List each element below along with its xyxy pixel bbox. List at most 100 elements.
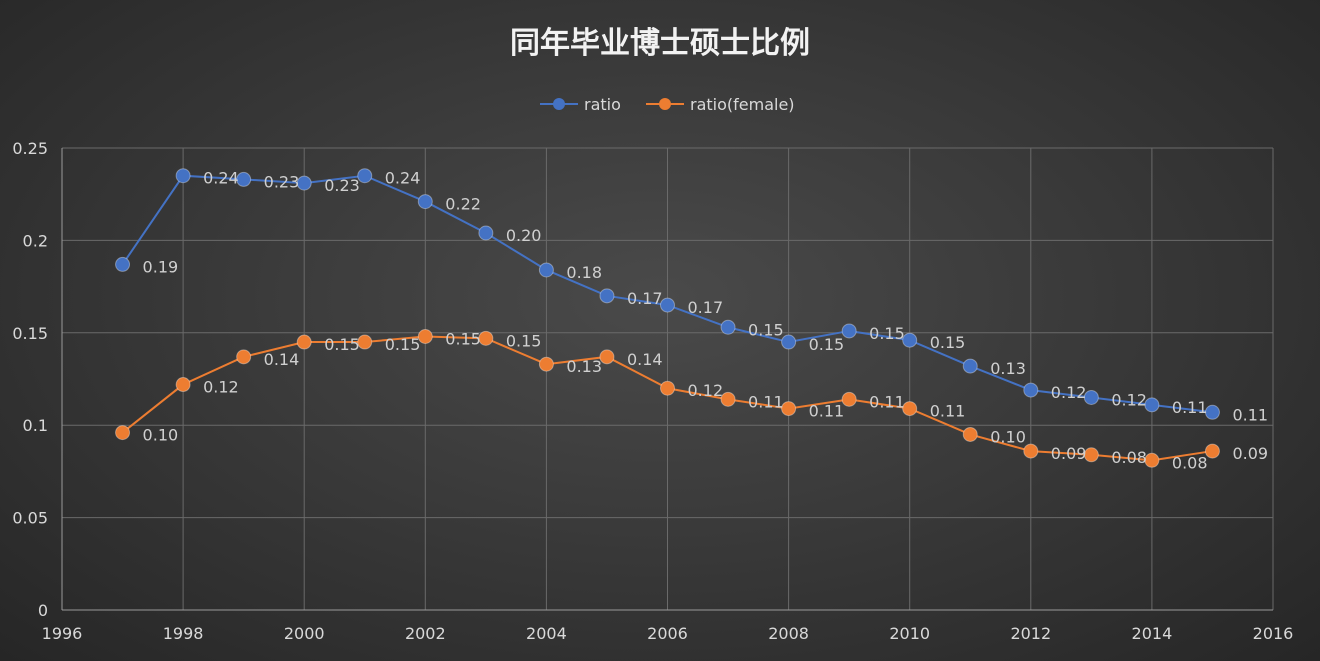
data-point xyxy=(902,401,918,417)
y-tick-label: 0.1 xyxy=(23,416,48,435)
data-point xyxy=(538,262,554,278)
data-label: 0.11 xyxy=(809,402,845,421)
data-label: 0.12 xyxy=(688,381,724,400)
data-label: 0.13 xyxy=(990,359,1026,378)
legend-label: ratio(female) xyxy=(690,95,795,114)
data-point xyxy=(962,358,978,374)
data-label: 0.14 xyxy=(627,350,663,369)
data-label: 0.22 xyxy=(445,195,481,214)
x-tick-label: 1996 xyxy=(42,624,83,643)
data-point xyxy=(236,171,252,187)
data-point xyxy=(357,168,373,184)
data-point xyxy=(599,288,615,304)
data-label: 0.11 xyxy=(748,392,784,411)
data-label: 0.15 xyxy=(324,335,360,354)
data-label: 0.08 xyxy=(1172,453,1208,472)
data-label: 0.20 xyxy=(506,226,542,245)
data-label: 0.11 xyxy=(869,392,905,411)
y-tick-label: 0.25 xyxy=(12,139,48,158)
data-point xyxy=(1023,382,1039,398)
data-point xyxy=(1083,389,1099,405)
data-point xyxy=(660,297,675,313)
data-point xyxy=(841,391,857,407)
data-point xyxy=(720,319,736,335)
data-point xyxy=(357,334,373,350)
data-point xyxy=(478,330,494,346)
data-point xyxy=(296,175,312,191)
data-point xyxy=(115,425,131,441)
data-label: 0.10 xyxy=(990,427,1026,446)
data-point xyxy=(781,401,797,417)
legend: ratio ratio(female) xyxy=(540,95,795,114)
data-point xyxy=(660,380,675,396)
data-label: 0.17 xyxy=(688,298,724,317)
data-point xyxy=(417,328,433,344)
data-label: 0.24 xyxy=(385,169,421,188)
data-labels: 0.19 0.24 0.23 0.23 0.24 0.22 0.20 0.18 0.17 0.17… xyxy=(143,169,1269,473)
legend-item: ratio(female) xyxy=(646,95,795,114)
data-point xyxy=(1204,443,1220,459)
data-point xyxy=(478,225,494,241)
data-label: 0.11 xyxy=(1172,398,1208,417)
data-point xyxy=(115,256,131,272)
data-point xyxy=(1023,443,1039,459)
data-label: 0.14 xyxy=(264,350,300,369)
series-layer xyxy=(115,168,1220,468)
data-label: 0.15 xyxy=(385,335,421,354)
data-label: 0.10 xyxy=(143,426,179,445)
data-point xyxy=(538,356,554,372)
data-point xyxy=(175,377,191,393)
data-point xyxy=(417,194,433,210)
data-label: 0.19 xyxy=(143,257,179,276)
x-tick-label: 2002 xyxy=(405,624,446,643)
data-label: 0.12 xyxy=(1111,390,1147,409)
data-label: 0.11 xyxy=(930,402,966,421)
data-label: 0.08 xyxy=(1111,448,1147,467)
data-label: 0.17 xyxy=(627,289,663,308)
data-point xyxy=(175,168,191,184)
data-point xyxy=(1144,452,1160,468)
data-label: 0.23 xyxy=(264,172,300,191)
chart-title: 同年毕业博士硕士比例 xyxy=(510,26,810,61)
data-label: 0.15 xyxy=(445,329,481,348)
data-label: 0.15 xyxy=(930,333,966,352)
legend-item: ratio xyxy=(540,95,621,114)
x-tick-label: 2006 xyxy=(647,624,688,643)
x-tick-label: 2014 xyxy=(1132,624,1173,643)
x-tick-label: 2000 xyxy=(284,624,325,643)
gridlines xyxy=(62,147,1274,610)
data-label: 0.09 xyxy=(1232,444,1268,463)
data-label: 0.09 xyxy=(1051,444,1087,463)
legend-marker xyxy=(553,98,565,110)
x-tick-label: 2004 xyxy=(526,624,567,643)
data-point xyxy=(1204,404,1220,420)
data-point xyxy=(599,349,615,365)
data-label: 0.24 xyxy=(203,169,239,188)
data-label: 0.11 xyxy=(1232,405,1268,424)
x-tick-label: 2008 xyxy=(768,624,809,643)
axes: 0 0.05 0.1 0.15 0.2 0.25 1996 1998 2000 2002 2004 2… xyxy=(12,139,1293,643)
y-tick-label: 0.05 xyxy=(12,509,48,528)
data-point xyxy=(236,349,252,365)
data-point xyxy=(720,391,736,407)
data-point xyxy=(1144,397,1160,413)
data-label: 0.13 xyxy=(566,357,602,376)
data-label: 0.12 xyxy=(1051,383,1087,402)
data-point xyxy=(841,323,857,339)
data-label: 0.15 xyxy=(748,320,784,339)
data-label: 0.23 xyxy=(324,176,360,195)
data-label: 0.15 xyxy=(809,335,845,354)
data-point xyxy=(1083,447,1099,463)
y-tick-label: 0 xyxy=(38,601,48,620)
x-tick-label: 2010 xyxy=(889,624,930,643)
x-tick-label: 1998 xyxy=(163,624,204,643)
data-label: 0.18 xyxy=(566,263,602,282)
data-point xyxy=(962,426,978,442)
legend-label: ratio xyxy=(584,95,621,114)
data-label: 0.12 xyxy=(203,378,239,397)
data-point xyxy=(781,334,797,350)
legend-marker xyxy=(659,98,671,110)
x-tick-label: 2016 xyxy=(1253,624,1294,643)
data-label: 0.15 xyxy=(869,324,905,343)
